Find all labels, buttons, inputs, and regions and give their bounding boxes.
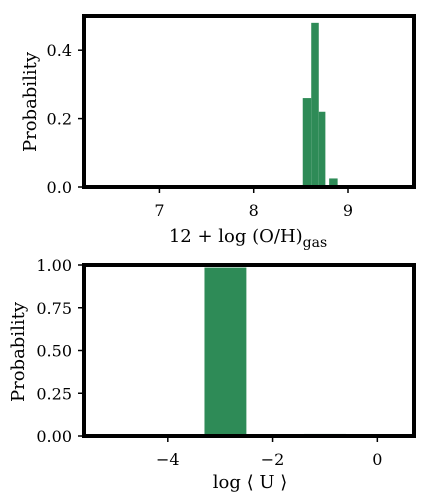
ionization-x-tick-label-1: −2: [261, 450, 285, 469]
metallicity-bars: [302, 22, 338, 188]
metallicity-bar-2: [318, 111, 326, 187]
metallicity-x-tick-label-1: 8: [249, 201, 259, 220]
metallicity-y-tick-label-1: 0.2: [47, 110, 72, 129]
metallicity-bar-1: [311, 22, 319, 188]
ionization-y-tick-label-1: 0.25: [36, 384, 72, 403]
metallicity-y-tick-label-0: 0.0: [47, 178, 72, 197]
ionization-y-tick-label-0: 0.00: [36, 427, 72, 446]
metallicity-bar-0: [302, 98, 312, 187]
metallicity-x-tick-label-2: 9: [343, 201, 353, 220]
metallicity-histogram-panel: 7 8 9 0.0 0.2 0.4 Probability 12 + log (O/H)g…: [20, 14, 416, 251]
ionization-y-axis-label: Probability: [8, 301, 29, 402]
ionization-bar-0: [204, 267, 247, 436]
ionization-plot-frame: [82, 263, 416, 438]
ionization-y-tick-label-2: 0.50: [36, 342, 72, 361]
ionization-x-axis-label: log ⟨ U ⟩: [213, 472, 288, 493]
metallicity-plot-frame: [82, 14, 416, 189]
ionization-y-tick-label-4: 1.00: [36, 256, 72, 275]
metallicity-y-axis-label: Probability: [20, 51, 41, 152]
ionization-histogram-panel: −4 −2 0 0.00 0.25 0.50 0.75 1.00 Probability lo…: [8, 256, 416, 493]
ionization-x-tick-label-0: −4: [156, 450, 180, 469]
ionization-x-tick-label-2: 0: [372, 450, 382, 469]
metallicity-y-tick-label-2: 0.4: [47, 41, 72, 60]
metallicity-bar-3: [329, 178, 338, 187]
metallicity-x-axis-label: 12 + log (O/H)gas: [169, 226, 327, 251]
metallicity-x-axis-label-subscript: gas: [303, 235, 328, 251]
ionization-y-tick-label-3: 0.75: [36, 299, 72, 318]
ionization-bars: [204, 267, 346, 436]
metallicity-x-tick-label-0: 7: [154, 201, 164, 220]
metallicity-x-axis-label-main: 12 + log (O/H): [169, 226, 303, 247]
